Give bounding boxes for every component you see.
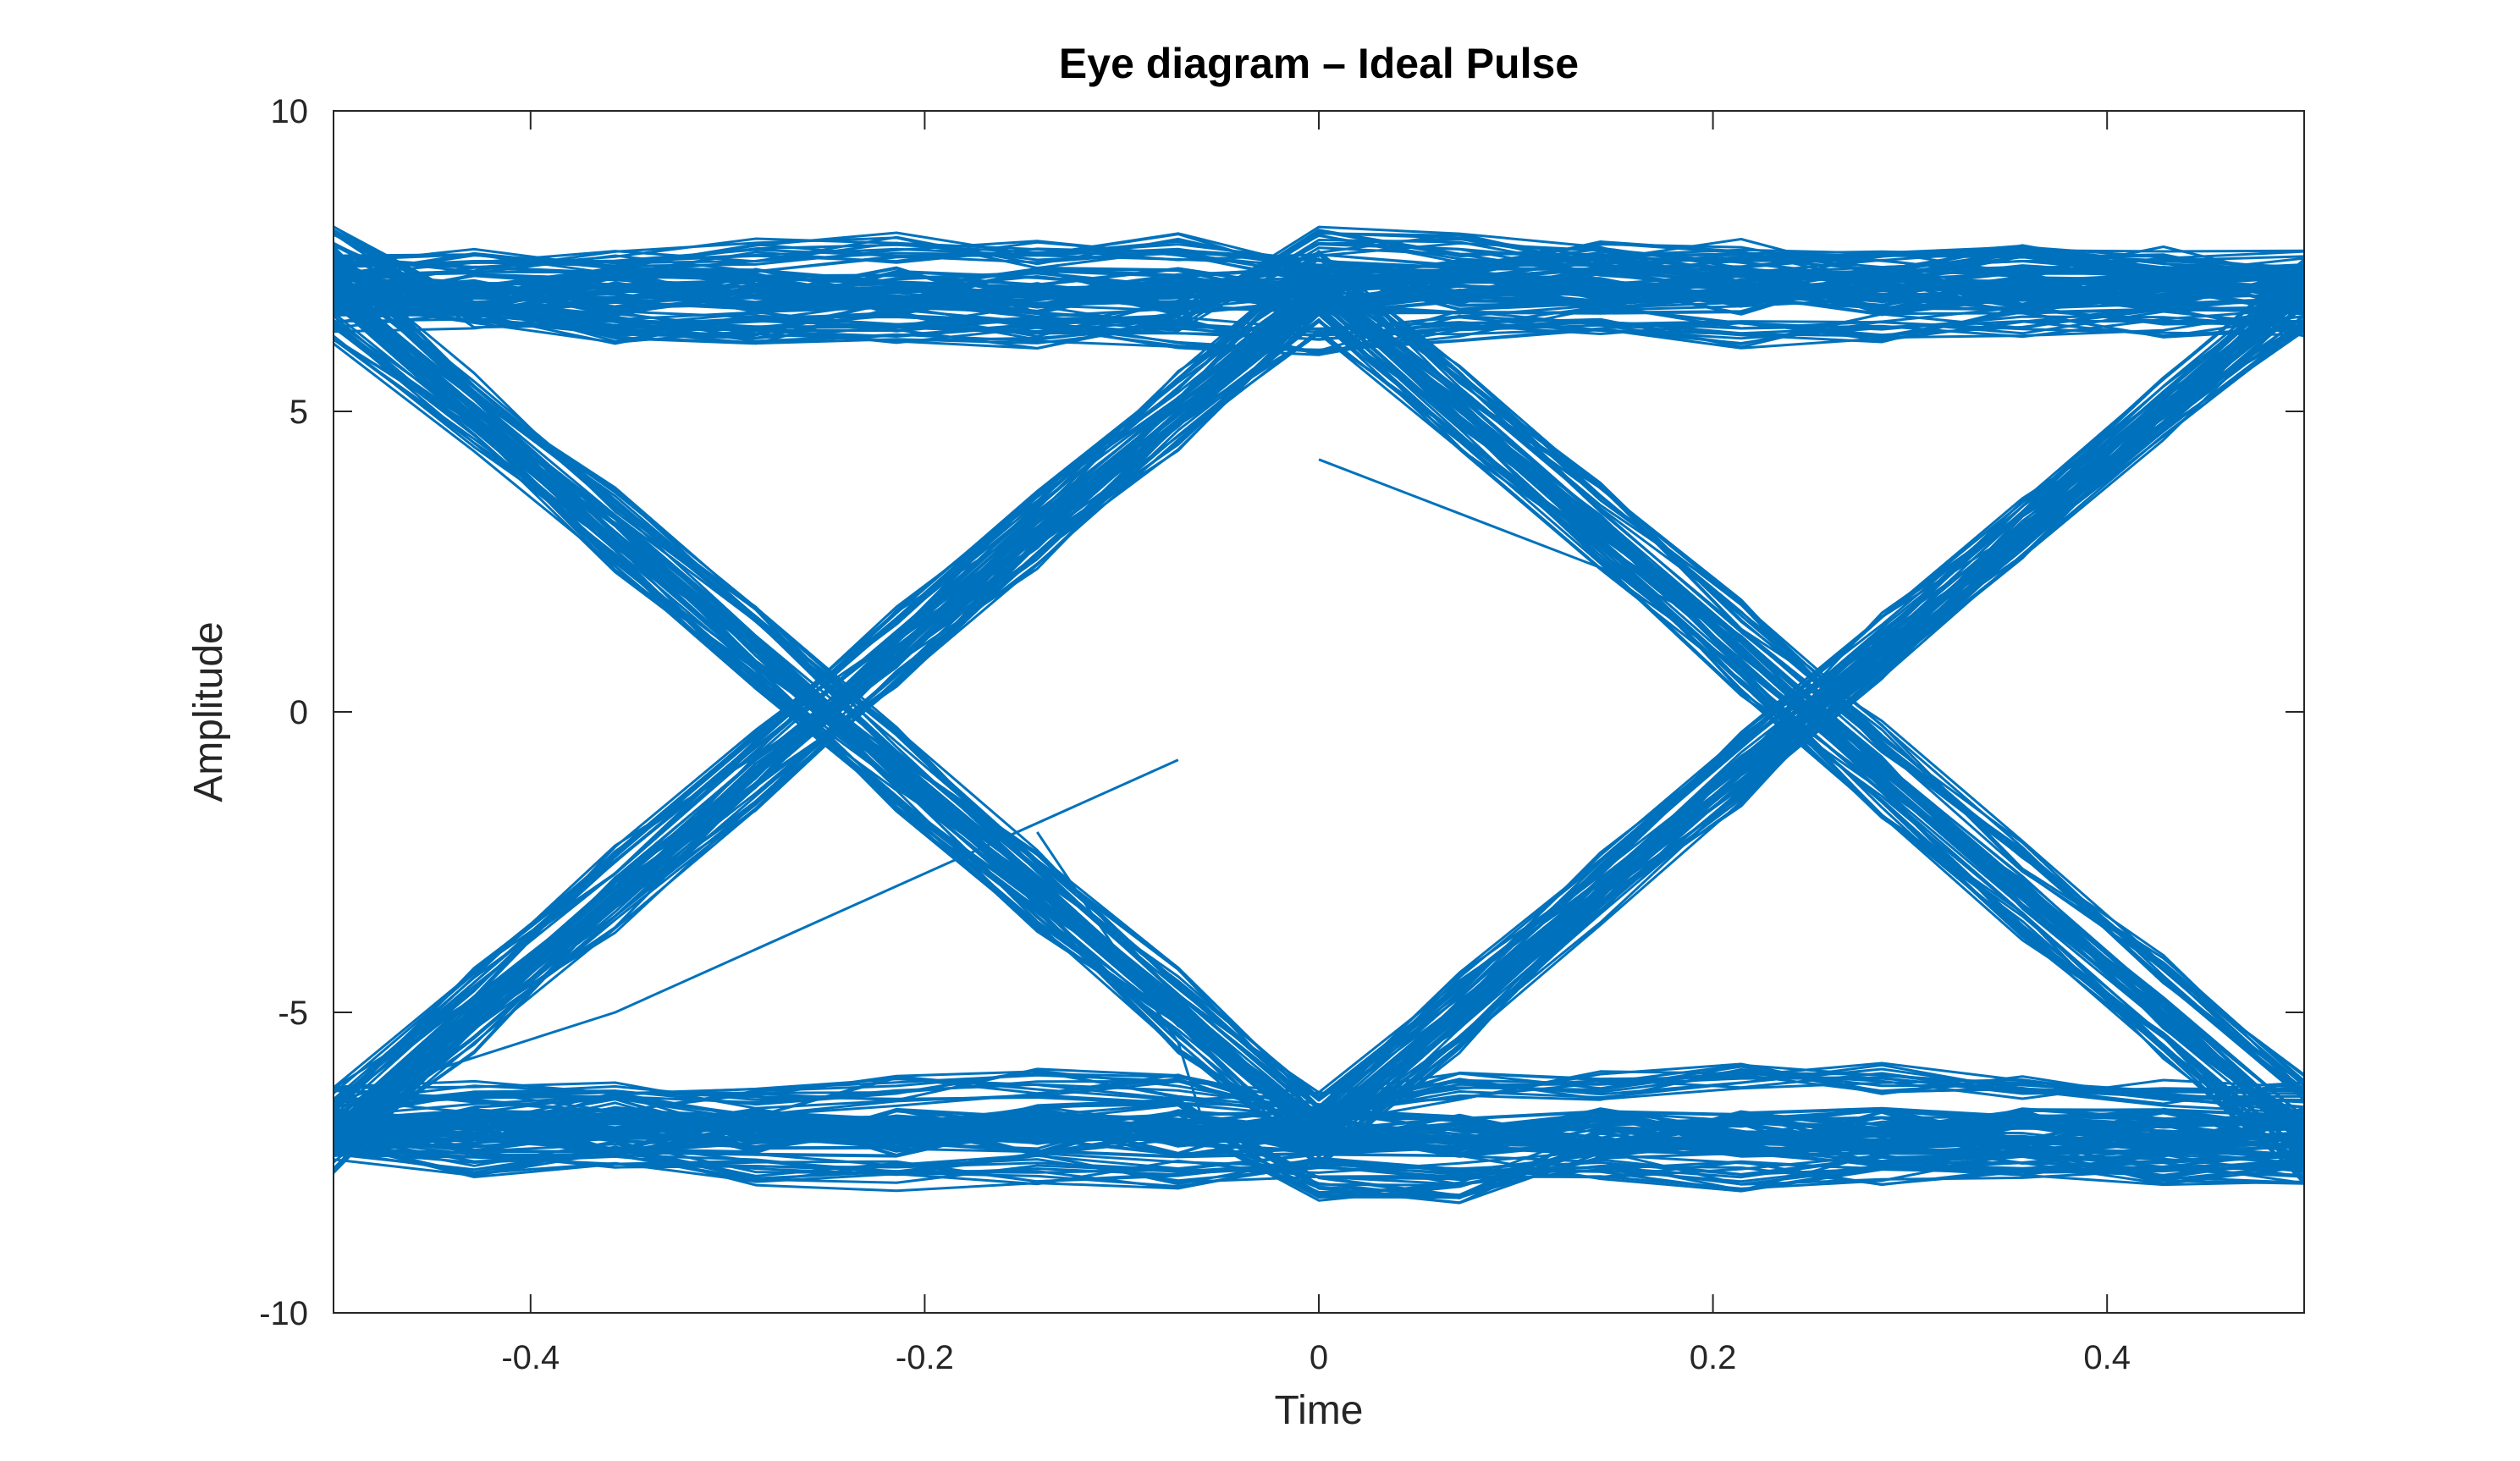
- series-trace-5-12: [334, 1098, 2304, 1199]
- series-trace-11-12: [334, 328, 2304, 1166]
- rail-trace-0-24: [334, 267, 2304, 316]
- x-tick-label: 0.4: [2083, 1339, 2131, 1376]
- series-trace-3-13: [334, 1147, 2304, 1186]
- y-tick-label: 5: [289, 394, 308, 431]
- series-trace-10-0: [334, 257, 2304, 1107]
- x-tick-label: 0: [1310, 1339, 1328, 1376]
- x-tick-label: -0.2: [896, 1339, 954, 1376]
- y-axis-label: Amplitude: [186, 621, 231, 802]
- x-axis-label: Time: [1275, 1388, 1364, 1433]
- stray-trace-2: [1036, 831, 1208, 1133]
- rail-trace-0-28: [334, 273, 2304, 315]
- stray-trace-0: [334, 758, 1179, 1104]
- rail-trace-0-29: [334, 273, 2304, 317]
- series-trace-2: [334, 241, 2304, 329]
- rail-trace-1-29: [334, 1109, 2304, 1158]
- x-tick-label: 0.2: [1690, 1339, 1737, 1376]
- plot-area: -0.4 -0.2 0 0.2 0.4 10 5 0 -5 -10: [259, 93, 2305, 1376]
- stray-trace-1: [1318, 458, 1714, 623]
- series-trace-7-13: [334, 303, 2304, 1168]
- rail-trace-1-26: [334, 1106, 2304, 1156]
- chart-title: Eye diagram – Ideal Pulse: [1059, 40, 1579, 87]
- y-tick-label: 0: [289, 694, 308, 731]
- eye-traces: [334, 225, 2304, 1205]
- y-tick-label: 10: [271, 93, 309, 130]
- axis-ticks: -0.4 -0.2 0 0.2 0.4 10 5 0 -5 -10: [259, 93, 2304, 1376]
- rail-trace-1-19: [334, 1108, 2304, 1159]
- y-tick-label: -5: [278, 995, 308, 1032]
- series-trace-2-12: [334, 229, 2304, 336]
- series-trace-2-11: [334, 225, 2304, 339]
- x-tick-label: -0.4: [501, 1339, 560, 1376]
- y-tick-label: -10: [259, 1295, 308, 1332]
- series-trace-11: [334, 320, 2304, 1170]
